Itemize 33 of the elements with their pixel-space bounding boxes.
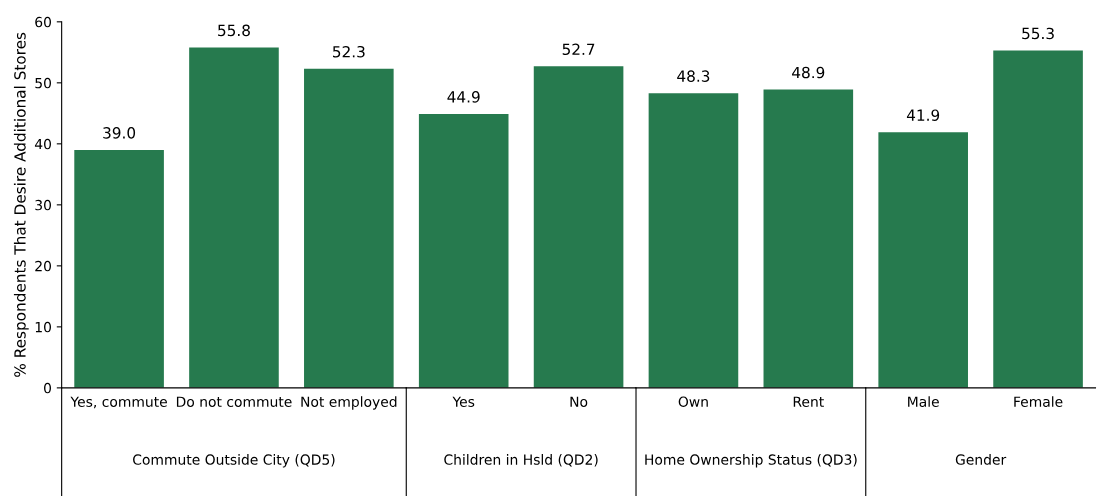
- x-tick-label: Yes: [452, 396, 475, 407]
- data-label: 48.3: [677, 70, 710, 82]
- data-label: 55.3: [1022, 27, 1054, 40]
- x-tick-label: Male: [908, 396, 939, 407]
- x-tick-label: Not employed: [301, 396, 397, 410]
- x-axis-title: Gender: [955, 454, 1007, 465]
- x-tick-label: Do not commute: [176, 396, 292, 407]
- x-tick-label: Yes, commute: [70, 396, 167, 409]
- x-axis-title: Home Ownership Status (QD3): [645, 454, 857, 468]
- bar: [304, 68, 394, 388]
- x-tick-label: No: [570, 396, 588, 407]
- data-label: 41.9: [906, 109, 940, 121]
- y-axis-title: % Respondents That Desire Additional Stores: [13, 32, 29, 377]
- bar: [74, 149, 164, 388]
- x-tick-label: Own: [678, 396, 708, 407]
- y-tick-label: 30: [35, 199, 52, 211]
- data-label: 52.7: [562, 43, 595, 56]
- y-tick-label: 60: [35, 16, 52, 28]
- data-label: 48.9: [792, 66, 825, 79]
- x-tick-label: Rent: [793, 396, 824, 407]
- x-tick-label: Female: [1014, 396, 1063, 407]
- data-label: 44.9: [447, 91, 480, 103]
- data-label: 39.0: [103, 127, 136, 139]
- x-axis-title: Children in Hsld (QD2): [444, 454, 598, 467]
- bar: [189, 47, 279, 388]
- x-axis-title: Commute Outside City (QD5): [133, 454, 335, 468]
- data-label: 52.3: [333, 45, 365, 58]
- y-tick-label: 0: [44, 382, 52, 394]
- y-tick-label: 40: [34, 138, 52, 150]
- y-tick-label: 50: [35, 77, 52, 89]
- data-label: 55.8: [218, 24, 250, 37]
- y-tick-label: 20: [35, 260, 52, 272]
- y-tick-label: 10: [35, 321, 52, 333]
